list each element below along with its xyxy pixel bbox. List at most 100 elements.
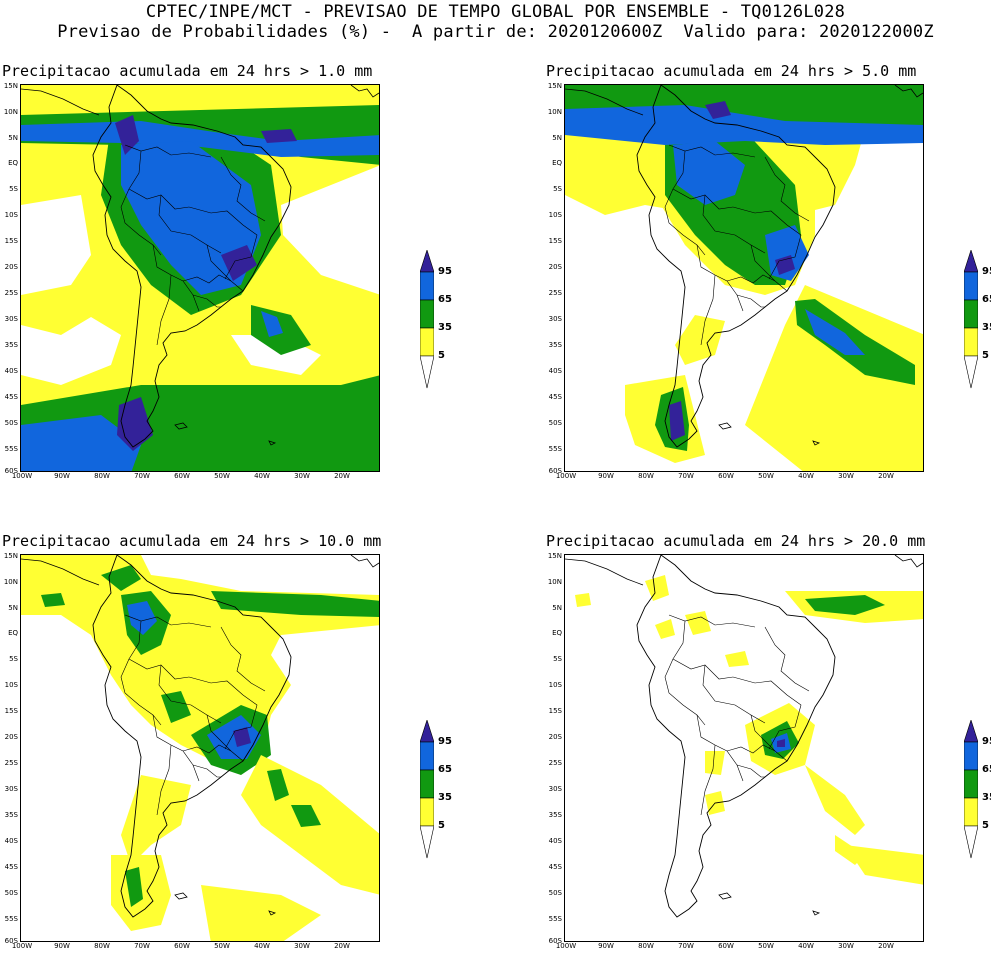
lat-label: 10S xyxy=(4,681,18,689)
lat-label: 25S xyxy=(548,289,562,297)
lat-label: 60S xyxy=(548,937,562,945)
lon-label: 50W xyxy=(758,472,774,480)
map-panel-1: Precipitacao acumulada em 24 hrs > 1.0 m… xyxy=(2,62,452,480)
lat-label: 40S xyxy=(548,837,562,845)
lat-label: 35S xyxy=(548,811,562,819)
lat-label: 25S xyxy=(548,759,562,767)
colorbar-label: 5 xyxy=(438,820,445,831)
map-area xyxy=(20,84,380,472)
lat-label: 55S xyxy=(548,445,562,453)
panel-title: Precipitacao acumulada em 24 hrs > 20.0 … xyxy=(546,532,926,550)
colorbar-label: 65 xyxy=(982,294,991,305)
lat-label: 30S xyxy=(4,315,18,323)
lat-label: 10N xyxy=(547,578,562,586)
header-line-1: CPTEC/INPE/MCT - PREVISAO DE TEMPO GLOBA… xyxy=(145,2,846,22)
lat-label: 25S xyxy=(4,289,18,297)
lat-label: 5S xyxy=(9,185,18,193)
lon-label: 60W xyxy=(718,472,734,480)
lon-label: 40W xyxy=(254,472,270,480)
colorbar-label: 65 xyxy=(982,764,991,775)
lat-label: 15S xyxy=(548,237,562,245)
panel-title: Precipitacao acumulada em 24 hrs > 1.0 m… xyxy=(2,62,373,80)
lat-label: 45S xyxy=(548,393,562,401)
lat-label: 15N xyxy=(3,552,18,560)
colorbar-label: 95 xyxy=(438,736,452,747)
colorbar-label: 35 xyxy=(982,792,991,803)
map-area xyxy=(20,554,380,942)
lon-label: 100W xyxy=(555,472,577,480)
colorbar-label: 35 xyxy=(438,322,452,333)
lat-label: 15N xyxy=(3,82,18,90)
lon-label: 90W xyxy=(598,942,614,950)
lat-label: 50S xyxy=(4,889,18,897)
lon-label: 70W xyxy=(678,472,694,480)
lon-label: 20W xyxy=(334,472,350,480)
lat-label: 20S xyxy=(548,733,562,741)
lon-label: 80W xyxy=(94,942,110,950)
lat-label: 5N xyxy=(8,604,18,612)
lat-label: 45S xyxy=(548,863,562,871)
lat-label: 40S xyxy=(4,837,18,845)
lon-label: 40W xyxy=(798,472,814,480)
lat-label: 50S xyxy=(548,419,562,427)
colorbar: 95 65 35 5 xyxy=(419,249,452,400)
lat-label: 10S xyxy=(4,211,18,219)
colorbar-label: 5 xyxy=(982,350,989,361)
lat-label: 5S xyxy=(9,655,18,663)
lat-label: EQ xyxy=(552,159,562,167)
lat-label: 55S xyxy=(4,445,18,453)
lat-label: 35S xyxy=(4,811,18,819)
lat-label: 5N xyxy=(552,604,562,612)
lon-label: 50W xyxy=(214,472,230,480)
colorbar-label: 5 xyxy=(438,350,445,361)
lon-label: 70W xyxy=(134,942,150,950)
lon-label: 30W xyxy=(294,942,310,950)
lat-label: 15S xyxy=(4,237,18,245)
lat-label: 45S xyxy=(4,393,18,401)
lat-label: 5S xyxy=(553,655,562,663)
lat-label: 10N xyxy=(3,108,18,116)
lat-label: 50S xyxy=(548,889,562,897)
lat-label: 30S xyxy=(548,785,562,793)
colorbar-label: 35 xyxy=(982,322,991,333)
lon-label: 100W xyxy=(11,472,33,480)
lon-label: 90W xyxy=(598,472,614,480)
colorbar-label: 65 xyxy=(438,764,452,775)
lat-label: 55S xyxy=(548,915,562,923)
lon-label: 70W xyxy=(134,472,150,480)
lat-label: 5S xyxy=(553,185,562,193)
map-panel-2: Precipitacao acumulada em 24 hrs > 5.0 m… xyxy=(546,62,991,480)
lat-label: 55S xyxy=(4,915,18,923)
lon-label: 80W xyxy=(94,472,110,480)
colorbar: 95 65 35 5 xyxy=(419,719,452,870)
lat-label: 60S xyxy=(4,937,18,945)
colorbar-label: 5 xyxy=(982,820,989,831)
lon-label: 50W xyxy=(758,942,774,950)
colorbar-label: 95 xyxy=(982,266,991,277)
lat-label: 15N xyxy=(547,82,562,90)
lon-label: 100W xyxy=(11,942,33,950)
lon-label: 40W xyxy=(798,942,814,950)
lon-label: 40W xyxy=(254,942,270,950)
lon-label: 20W xyxy=(334,942,350,950)
lon-label: 30W xyxy=(838,942,854,950)
lon-label: 20W xyxy=(878,942,894,950)
lon-label: 60W xyxy=(718,942,734,950)
lat-label: 30S xyxy=(4,785,18,793)
lat-label: EQ xyxy=(8,629,18,637)
probability-field xyxy=(21,555,379,941)
lon-label: 60W xyxy=(174,942,190,950)
lon-label: 70W xyxy=(678,942,694,950)
colorbar-label: 95 xyxy=(438,266,452,277)
lat-label: 15S xyxy=(548,707,562,715)
colorbar-label: 35 xyxy=(438,792,452,803)
lat-label: 10N xyxy=(547,108,562,116)
lon-label: 20W xyxy=(878,472,894,480)
lat-label: 15N xyxy=(547,552,562,560)
lat-label: 45S xyxy=(4,863,18,871)
lon-label: 50W xyxy=(214,942,230,950)
lon-label: 90W xyxy=(54,942,70,950)
lon-label: 30W xyxy=(838,472,854,480)
colorbar: 95 65 35 5 xyxy=(963,719,991,870)
lat-label: 5N xyxy=(552,134,562,142)
